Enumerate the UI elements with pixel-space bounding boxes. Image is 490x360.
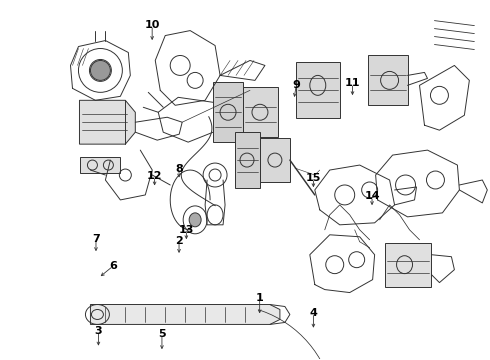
Polygon shape (235, 132, 260, 188)
Text: 8: 8 (175, 163, 183, 174)
Polygon shape (243, 87, 278, 137)
Polygon shape (213, 82, 243, 142)
Text: 11: 11 (345, 78, 360, 88)
Ellipse shape (91, 60, 110, 80)
Polygon shape (79, 100, 135, 144)
Ellipse shape (189, 213, 201, 227)
Polygon shape (80, 157, 121, 173)
Polygon shape (260, 138, 290, 182)
Polygon shape (385, 243, 432, 287)
Text: 14: 14 (364, 191, 380, 201)
Text: 13: 13 (179, 225, 194, 235)
Text: 2: 2 (175, 236, 183, 246)
Polygon shape (368, 55, 408, 105)
Text: 4: 4 (310, 308, 318, 318)
Text: 7: 7 (92, 234, 100, 244)
Text: 1: 1 (256, 293, 264, 303)
Text: 6: 6 (109, 261, 117, 271)
Text: 5: 5 (158, 329, 166, 339)
Polygon shape (296, 62, 340, 118)
Text: 3: 3 (95, 325, 102, 336)
Text: 15: 15 (306, 173, 321, 183)
Text: 12: 12 (147, 171, 162, 181)
Text: 10: 10 (145, 20, 160, 30)
Text: 9: 9 (293, 80, 300, 90)
Polygon shape (91, 305, 280, 324)
